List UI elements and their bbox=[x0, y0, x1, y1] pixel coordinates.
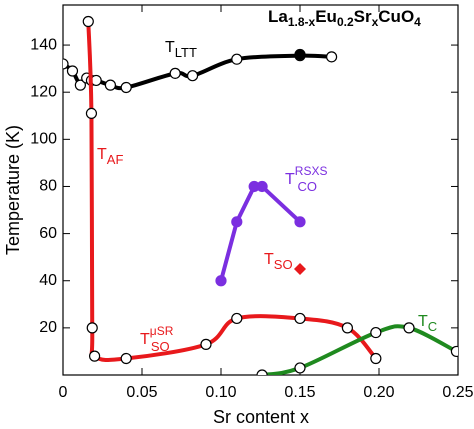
label-main: T bbox=[165, 39, 175, 56]
series-line bbox=[86, 21, 378, 362]
marker bbox=[66, 65, 79, 77]
label-sub: CO bbox=[297, 179, 317, 194]
y-tick-label: 100 bbox=[30, 131, 57, 148]
marker bbox=[294, 262, 306, 275]
x-tick-label: 0.20 bbox=[363, 384, 394, 401]
y-tick-label: 20 bbox=[39, 319, 57, 336]
marker bbox=[169, 67, 181, 79]
marker bbox=[120, 81, 132, 94]
marker bbox=[63, 58, 69, 70]
marker bbox=[256, 369, 268, 375]
curve-label: TLTT bbox=[165, 39, 197, 60]
title-part: 4 bbox=[414, 15, 421, 29]
marker bbox=[200, 338, 212, 350]
marker bbox=[231, 53, 243, 65]
title-part: x bbox=[372, 15, 379, 29]
marker bbox=[370, 352, 382, 365]
title-part: CuO bbox=[378, 7, 414, 26]
marker bbox=[186, 70, 199, 82]
chart-title: La1.8-xEu0.2SrxCuO4 bbox=[268, 7, 421, 29]
marker bbox=[104, 79, 117, 91]
label-main: T bbox=[97, 146, 107, 163]
marker bbox=[74, 79, 86, 91]
marker bbox=[294, 216, 306, 228]
marker bbox=[120, 352, 132, 365]
title-part: 0.2 bbox=[337, 15, 354, 29]
curve-label: TSO bbox=[264, 251, 293, 272]
marker bbox=[231, 312, 243, 325]
marker bbox=[341, 322, 353, 334]
label-sub: LTT bbox=[175, 45, 197, 60]
x-tick-label: 0 bbox=[59, 384, 68, 401]
marker bbox=[294, 48, 306, 61]
marker bbox=[85, 107, 98, 120]
x-tick-label: 0.10 bbox=[205, 384, 236, 401]
label-main: T bbox=[140, 331, 150, 348]
title-part: Sr bbox=[354, 7, 372, 26]
marker bbox=[326, 51, 338, 63]
x-axis-label: Sr content x bbox=[213, 407, 309, 427]
label-sup: μSR bbox=[150, 324, 174, 338]
curve-label: TAF bbox=[97, 146, 123, 167]
label-sub: SO bbox=[151, 339, 170, 354]
label-sup: RSXS bbox=[295, 164, 328, 178]
marker bbox=[231, 216, 243, 228]
marker bbox=[88, 350, 101, 362]
curve-label: TC bbox=[418, 313, 437, 334]
curve-label: TRSXS CO bbox=[285, 164, 327, 194]
marker bbox=[256, 180, 268, 193]
marker bbox=[82, 15, 94, 28]
x-tick-label: 0.05 bbox=[126, 384, 157, 401]
label-sub: C bbox=[428, 319, 437, 334]
y-tick-label: 80 bbox=[39, 178, 57, 195]
title-part: Eu bbox=[315, 7, 337, 26]
title-part: 1.8-x bbox=[288, 15, 316, 29]
marker bbox=[403, 322, 415, 334]
marker bbox=[294, 362, 306, 374]
y-tick-label: 140 bbox=[30, 36, 57, 53]
marker bbox=[450, 345, 458, 358]
title-part: La bbox=[268, 7, 288, 26]
x-tick-label: 0.25 bbox=[442, 384, 473, 401]
y-axis-label: Temperature (K) bbox=[3, 125, 23, 255]
curve-label: TμSR SO bbox=[140, 324, 174, 354]
series-line bbox=[63, 53, 332, 91]
marker bbox=[86, 322, 98, 334]
marker bbox=[294, 312, 306, 325]
y-tick-label: 60 bbox=[39, 225, 57, 242]
label-sub: AF bbox=[107, 152, 124, 167]
x-tick-label: 0.15 bbox=[284, 384, 315, 401]
label-main: T bbox=[285, 171, 295, 188]
plot-area bbox=[63, 15, 458, 375]
label-main: T bbox=[264, 251, 274, 268]
marker bbox=[370, 326, 382, 339]
label-sub: SO bbox=[274, 257, 293, 272]
y-tick-label: 120 bbox=[30, 83, 57, 100]
marker bbox=[215, 275, 227, 287]
label-main: T bbox=[418, 313, 428, 330]
y-tick-label: 40 bbox=[39, 272, 57, 289]
